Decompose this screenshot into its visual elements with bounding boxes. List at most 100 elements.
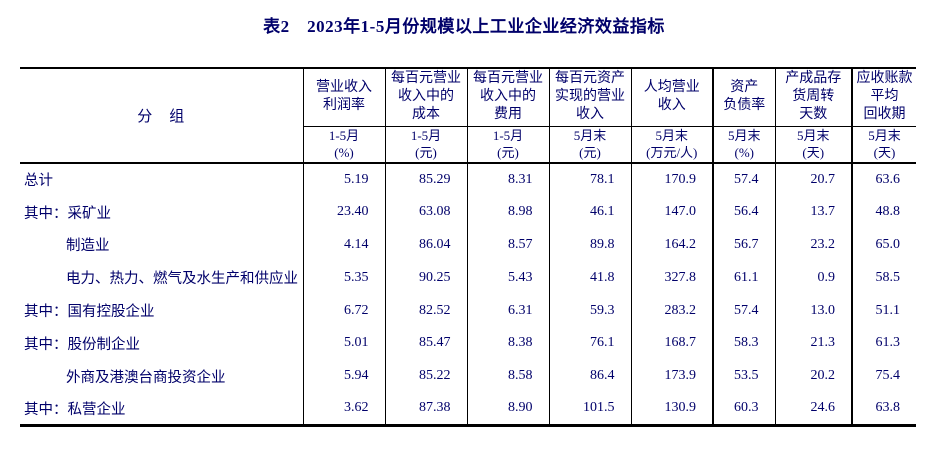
sub-header-row: 1-5月 (%) 1-5月 (元) 1-5月 (元) 5月末 (元) 5月末 (万元/人… <box>20 125 916 164</box>
value-cell: 13.0 <box>774 294 852 327</box>
value-cell: 147.0 <box>630 195 713 229</box>
value-cell: 23.2 <box>774 228 852 262</box>
value-cell: 20.2 <box>774 359 852 393</box>
column-header: 资产 负债率 <box>712 67 775 126</box>
row-label: 其中：股份制企业 <box>24 336 140 353</box>
value-cell: 5.19 <box>302 163 385 196</box>
row-label: 其中：私营企业 <box>20 392 303 427</box>
value-cell: 4.14 <box>302 228 385 262</box>
value-cell: 63.6 <box>851 163 916 196</box>
value-cell: 8.58 <box>466 359 549 393</box>
table-row: 其中：国有控股企业 6.72 82.52 6.31 59.3 283.2 57.4 13.0 5… <box>20 294 916 327</box>
table-row: 制造业 4.14 86.04 8.57 89.8 164.2 56.7 23.2 65.0 <box>20 228 916 262</box>
value-cell: 41.8 <box>548 261 631 295</box>
value-cell: 57.4 <box>712 294 775 327</box>
table-row: 其中：采矿业 23.40 63.08 8.98 46.1 147.0 56.4 13.7 48.… <box>20 195 916 229</box>
column-subheader: 5月末 (%) <box>712 125 775 164</box>
table-row: 其中：股份制企业 5.01 85.47 8.38 76.1 168.7 58.3 21.3 61… <box>20 326 916 360</box>
value-cell: 57.4 <box>712 163 775 196</box>
column-header: 产成品存 货周转 天数 <box>774 67 852 126</box>
value-cell: 164.2 <box>630 228 713 262</box>
group-header-cell: 分 组 <box>20 67 303 164</box>
value-cell: 48.8 <box>851 195 916 229</box>
value-cell: 65.0 <box>851 228 916 262</box>
value-cell: 8.90 <box>466 392 549 427</box>
value-cell: 85.29 <box>384 163 467 196</box>
table-row: 总计 5.19 85.29 8.31 78.1 170.9 57.4 20.7 63.6 <box>20 163 916 196</box>
value-cell: 21.3 <box>774 326 852 360</box>
value-cell: 101.5 <box>548 392 631 427</box>
row-label: 总计 <box>24 173 53 190</box>
value-cell: 56.4 <box>712 195 775 229</box>
value-cell: 5.35 <box>302 261 385 295</box>
value-cell: 3.62 <box>302 392 385 427</box>
value-cell: 82.52 <box>384 294 467 327</box>
column-header: 应收账款 平均 回收期 <box>851 67 916 126</box>
column-subheader: 5月末 (元) <box>548 125 631 164</box>
economic-indicators-table: 分 组 营业收入 利润率 每百元营业 收入中的 成本 每百元营业 收入中的 费用 每百… <box>20 67 916 427</box>
value-cell: 78.1 <box>548 163 631 196</box>
value-cell: 13.7 <box>774 195 852 229</box>
value-cell: 86.4 <box>548 359 631 393</box>
value-cell: 6.72 <box>302 294 385 327</box>
value-cell: 86.04 <box>384 228 467 262</box>
value-cell: 53.5 <box>712 359 775 393</box>
column-subheader: 1-5月 (元) <box>384 125 467 164</box>
table-header: 分 组 营业收入 利润率 每百元营业 收入中的 成本 每百元营业 收入中的 费用 每百… <box>20 67 916 164</box>
column-header: 营业收入 利润率 <box>302 67 385 126</box>
value-cell: 283.2 <box>630 294 713 327</box>
value-cell: 61.3 <box>851 326 916 360</box>
column-header: 每百元营业 收入中的 费用 <box>466 67 549 126</box>
value-cell: 63.08 <box>384 195 467 229</box>
value-cell: 327.8 <box>630 261 713 295</box>
column-subheader: 1-5月 (元) <box>466 125 549 164</box>
column-subheader: 1-5月 (%) <box>302 125 385 164</box>
table-row: 外商及港澳台商投资企业 5.94 85.22 8.58 86.4 173.9 53.5 20.… <box>20 359 916 393</box>
row-label: 制造业 <box>66 238 110 255</box>
value-cell: 8.38 <box>466 326 549 360</box>
table-row: 电力、热力、燃气及水生产和供应业 5.35 90.25 5.43 41.8 327.8 61… <box>20 261 916 295</box>
value-cell: 5.43 <box>466 261 549 295</box>
row-label: 其中：采矿业 <box>24 205 111 222</box>
table-title: 表2 2023年1-5月份规模以上工业企业经济效益指标 <box>263 17 665 36</box>
value-cell: 51.1 <box>851 294 916 327</box>
table-row: 其中：私营企业 3.62 87.38 8.90 101.5 130.9 60.3 24.6 63… <box>20 392 916 427</box>
value-cell: 87.38 <box>384 392 467 427</box>
value-cell: 60.3 <box>712 392 775 427</box>
value-cell: 58.5 <box>851 261 916 295</box>
column-subheader: 5月末 (天) <box>851 125 916 164</box>
row-label: 外商及港澳台商投资企业 <box>66 369 226 386</box>
column-subheader: 5月末 (万元/人) <box>630 125 713 164</box>
value-cell: 63.8 <box>851 392 916 427</box>
value-cell: 85.22 <box>384 359 467 393</box>
value-cell: 130.9 <box>630 392 713 427</box>
value-cell: 8.57 <box>466 228 549 262</box>
value-cell: 5.01 <box>302 326 385 360</box>
value-cell: 90.25 <box>384 261 467 295</box>
value-cell: 85.47 <box>384 326 467 360</box>
value-cell: 6.31 <box>466 294 549 327</box>
value-cell: 20.7 <box>774 163 852 196</box>
value-cell: 89.8 <box>548 228 631 262</box>
value-cell: 24.6 <box>774 392 852 427</box>
value-cell: 46.1 <box>548 195 631 229</box>
column-header: 每百元资产 实现的营业 收入 <box>548 67 631 126</box>
value-cell: 173.9 <box>630 359 713 393</box>
column-header: 人均营业 收入 <box>630 67 713 126</box>
table-body: 总计 5.19 85.29 8.31 78.1 170.9 57.4 20.7 63.6 其中：采… <box>20 163 916 427</box>
value-cell: 8.98 <box>466 195 549 229</box>
column-subheader: 5月末 (天) <box>774 125 852 164</box>
column-header: 每百元营业 收入中的 成本 <box>384 67 467 126</box>
value-cell: 170.9 <box>630 163 713 196</box>
main-header-row: 分 组 营业收入 利润率 每百元营业 收入中的 成本 每百元营业 收入中的 费用 每百… <box>20 67 916 164</box>
row-label: 其中：国有控股企业 <box>24 304 155 321</box>
value-cell: 76.1 <box>548 326 631 360</box>
value-cell: 5.94 <box>302 359 385 393</box>
value-cell: 58.3 <box>712 326 775 360</box>
row-label: 电力、热力、燃气及水生产和供应业 <box>66 271 298 288</box>
value-cell: 168.7 <box>630 326 713 360</box>
value-cell: 75.4 <box>851 359 916 393</box>
value-cell: 8.31 <box>466 163 549 196</box>
value-cell: 56.7 <box>712 228 775 262</box>
